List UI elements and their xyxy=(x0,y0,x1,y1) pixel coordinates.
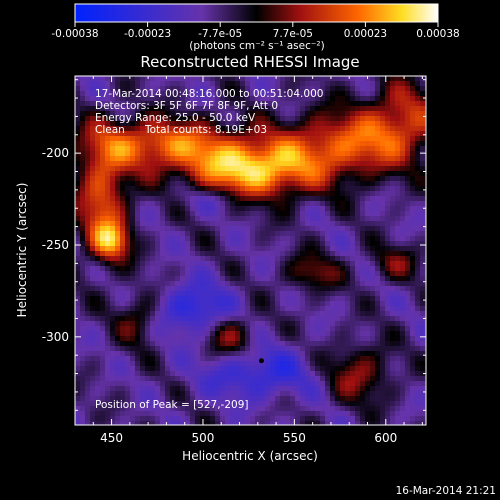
y-tick-label: -300 xyxy=(42,330,69,344)
colorbar-tick-label: 7.7e-05 xyxy=(273,28,313,40)
heatmap-pixels xyxy=(75,76,426,425)
colorbar-ticks: -0.00038 -0.00023 -7.7e-05 7.7e-05 0.00023 0.… xyxy=(51,22,460,40)
detectors-text: Detectors: 3F 5F 6F 7F 8F 9F, Att 0 xyxy=(95,100,278,112)
energy-range-text: Energy Range: 25.0 - 50.0 keV xyxy=(95,112,256,124)
time-range-text: 17-Mar-2014 00:48:16.000 to 00:51:04.000 xyxy=(95,88,323,100)
colorbar-tick-label: -7.7e-05 xyxy=(198,28,242,40)
x-tick-label: 450 xyxy=(100,431,123,445)
x-tick-label: 550 xyxy=(283,431,306,445)
image-plot-area: 450 500 550 600 -200 -250 -300 xyxy=(42,75,427,445)
annotations: 17-Mar-2014 00:48:16.000 to 00:51:04.000… xyxy=(95,88,323,411)
chart-title: Reconstructed RHESSI Image xyxy=(140,53,359,71)
colorbar-tick-label: -0.00023 xyxy=(124,28,171,40)
peak-marker xyxy=(258,358,264,364)
x-axis-label: Heliocentric X (arcsec) xyxy=(182,449,318,463)
y-tick-label: -250 xyxy=(42,238,69,252)
colorbar-tick-label: -0.00038 xyxy=(51,28,98,40)
plot-frame xyxy=(74,75,427,426)
clean-text: Clean xyxy=(95,124,125,136)
colorbar-tick-label: 0.00038 xyxy=(416,28,459,40)
colorbar-unit-label: (photons cm⁻² s⁻¹ asec⁻²) xyxy=(189,40,324,52)
footer-timestamp: 16-Mar-2014 21:21 xyxy=(396,485,496,497)
y-tick-label: -200 xyxy=(42,146,69,160)
peak-position-text: Position of Peak = [527,-209] xyxy=(95,399,249,411)
x-tick-label: 600 xyxy=(374,431,397,445)
total-counts-text: Total counts: 8.19E+03 xyxy=(144,124,267,136)
colorbar: -0.00038 -0.00023 -7.7e-05 7.7e-05 0.00023 0.… xyxy=(51,3,460,52)
colorbar-tick-label: 0.00023 xyxy=(344,28,387,40)
x-tick-label: 500 xyxy=(192,431,215,445)
colorbar-gradient xyxy=(74,3,439,23)
axes: 450 500 550 600 -200 -250 -300 xyxy=(42,76,426,445)
y-axis-label: Heliocentric Y (arcsec) xyxy=(15,183,29,318)
